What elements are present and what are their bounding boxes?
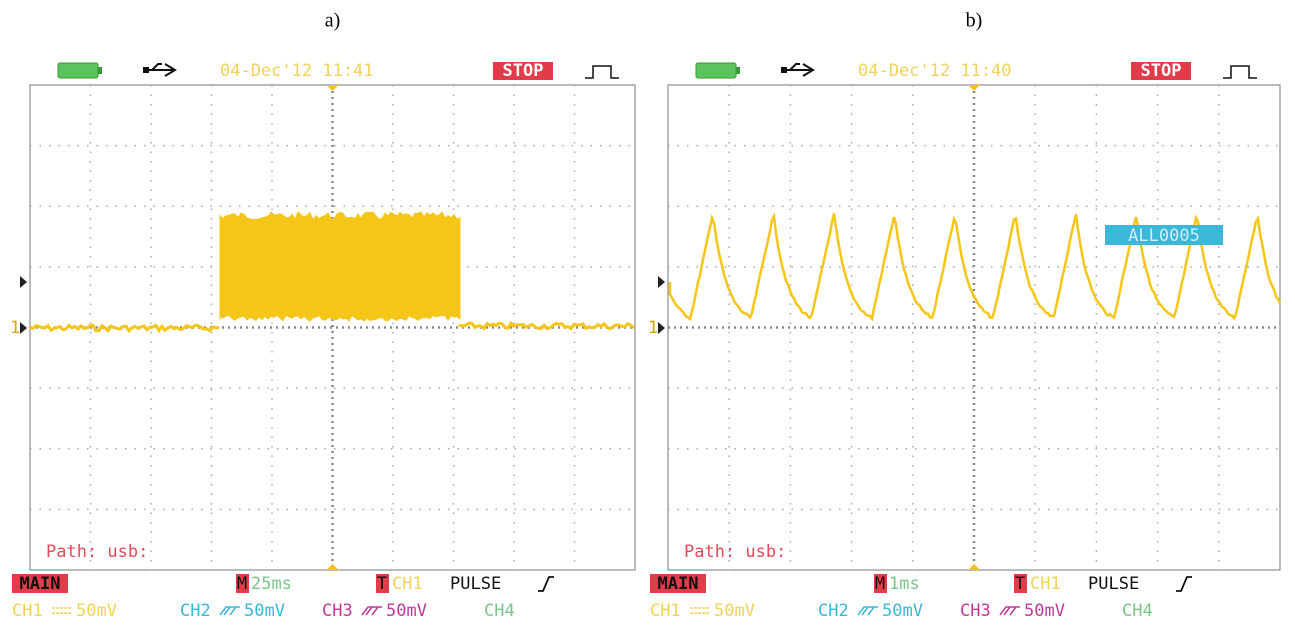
panel-caption: b): [966, 10, 983, 32]
usb-icon: [783, 64, 813, 76]
channel-name: CH3: [960, 601, 991, 621]
channel-scale: 50mV: [1024, 601, 1065, 621]
mode: MAIN: [20, 574, 61, 594]
battery-icon: [696, 63, 736, 78]
figure: a)04-Dec'12 11:41STOP1Path: usb:MAINM25m…: [0, 0, 1295, 627]
usb-dot: [781, 67, 787, 73]
edge-icon: [1176, 577, 1192, 591]
ch-marker-arrow: [658, 322, 665, 334]
timebase-label: M: [875, 574, 885, 594]
channel-name: CH3: [322, 601, 353, 621]
channel-scale: 50mV: [76, 601, 117, 621]
date-time: 04-Dec'12 11:40: [858, 61, 1012, 81]
ch-marker: 1: [648, 318, 658, 338]
trigger-marker-arrow: [20, 276, 27, 288]
coupling-icon: [52, 608, 72, 613]
channel-scale: 50mV: [244, 601, 285, 621]
usb-icon: [145, 64, 175, 76]
status: STOP: [503, 61, 544, 81]
mode: MAIN: [658, 574, 699, 594]
channel-scale: 50mV: [882, 601, 923, 621]
trigger-type: PULSE: [1088, 574, 1139, 594]
coupling-icon: [1000, 607, 1020, 615]
coupling-icon: [690, 608, 710, 613]
timebase-label: M: [237, 574, 247, 594]
status: STOP: [1141, 61, 1182, 81]
edge-icon: [538, 577, 554, 591]
channel-name: CH2: [180, 601, 211, 621]
trigger-label: T: [1015, 574, 1025, 594]
usb-dot: [143, 67, 149, 73]
timebase: 1ms: [889, 574, 920, 594]
channel-name: CH1: [12, 601, 43, 621]
trigger-source: CH1: [392, 574, 423, 594]
ch-marker-arrow: [20, 322, 27, 334]
battery-tip: [736, 67, 740, 74]
page: a)04-Dec'12 11:41STOP1Path: usb:MAINM25m…: [0, 0, 1295, 627]
pulse-icon: [585, 66, 619, 78]
channel-name: CH1: [650, 601, 681, 621]
timebase: 25ms: [251, 574, 292, 594]
path-label: Path: usb:: [684, 542, 786, 562]
pulse-icon: [1223, 66, 1257, 78]
file-label: ALL0005: [1128, 226, 1200, 246]
channel-name: CH4: [1122, 601, 1153, 621]
battery-icon: [58, 63, 98, 78]
coupling-icon: [362, 607, 382, 615]
coupling-icon: [858, 607, 878, 615]
trigger-type: PULSE: [450, 574, 501, 594]
coupling-icon: [220, 607, 240, 615]
ch-marker: 1: [10, 318, 20, 338]
waveform-burst: [220, 212, 460, 321]
trigger-source: CH1: [1030, 574, 1061, 594]
date-time: 04-Dec'12 11:41: [220, 61, 374, 81]
channel-scale: 50mV: [714, 601, 755, 621]
trigger-label: T: [377, 574, 387, 594]
channel-name: CH4: [484, 601, 515, 621]
path-label: Path: usb:: [46, 542, 148, 562]
panel-caption: a): [325, 10, 341, 32]
trigger-marker-arrow: [658, 276, 665, 288]
channel-scale: 50mV: [386, 601, 427, 621]
battery-tip: [98, 67, 102, 74]
channel-name: CH2: [818, 601, 849, 621]
